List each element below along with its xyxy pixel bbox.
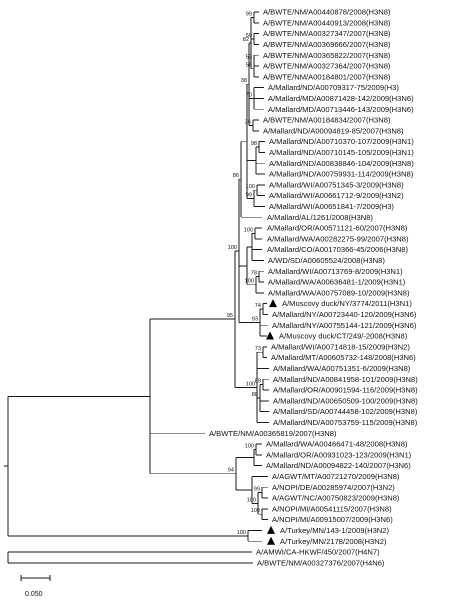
taxon-label: A/Mallard/WI/A00713769-8/2009(H3N1) — [268, 267, 403, 276]
bootstrap-value: 100 — [228, 245, 237, 251]
taxon-label: A/Mallard/OR/A00931023-123/2009(H3N1) — [266, 450, 412, 459]
bootstrap-value: 99 — [246, 192, 252, 198]
taxon-label: A/AGWT/NC/A00750823/2009(H3N8) — [272, 494, 400, 503]
taxon-label: A/NOPI/MI/A00915007/2009(H3N6) — [272, 515, 393, 524]
taxon-label: A/Muscovy duck/NY/3774/2011(H3N1) — [282, 299, 412, 308]
bootstrap-value: 100 — [237, 530, 246, 536]
taxon-label: A/Mallard/WI/A00751345-3/2009(H3N8) — [269, 180, 404, 189]
taxon-label: A/BWTE/NM/A00184801/2007(H3N8) — [263, 72, 391, 81]
taxon-label: A/BWTE/NM/A00369666/2007(H3N8) — [263, 40, 391, 49]
bootstrap-value: 100 — [251, 508, 260, 514]
taxon-label: A/Mallard/ND/A00710145-105/2009(H3N1) — [269, 148, 414, 157]
taxon-label: A/BWTE/NM/A00184834/2007(H3N8) — [263, 116, 391, 125]
bootstrap-value: 38 — [241, 78, 247, 84]
bootstrap-value: 100 — [247, 497, 256, 503]
taxon-label: A/Mallard/ND/A00650509-100/2009(H3N8) — [273, 396, 418, 405]
bootstrap-value: 86 — [233, 173, 239, 179]
taxon-label: A/BWTE/NM/A00365822/2007(H3N8) — [263, 51, 391, 60]
triangle-marker-icon — [266, 331, 274, 340]
scale-bar: 0.050 — [20, 575, 51, 598]
bootstrap-value: 73 — [255, 346, 261, 352]
bootstrap-value: 36 — [245, 119, 251, 125]
bootstrap-value: 53 — [246, 55, 252, 61]
taxon-label: A/Mallard/WI/A00651841-7/2009(H3) — [269, 202, 394, 211]
taxon-label: A/Mallard/MD/A00871428-142/2009(H3N6) — [268, 94, 414, 103]
bootstrap-value: 100 — [245, 443, 254, 449]
taxon-label: A/Mallard/WA/A00466471-48/2008(H3N8) — [266, 440, 408, 449]
taxon-label: A/Mallard/NY/A00755144-121/2009(H3N6) — [272, 321, 417, 330]
taxon-label: A/Mallard/CO/A00170366-45/2006(H3N8) — [267, 245, 408, 254]
bootstrap-value: 50 — [246, 33, 252, 39]
taxon-label: A/Mallard/ND/A00841958-101/2009(H3N8) — [273, 375, 418, 384]
taxon-label: A/NOPI/MI/A00541115/2007(H3N8) — [272, 504, 392, 513]
bootstrap-value: 93 — [252, 317, 258, 323]
triangle-marker-icon — [267, 525, 275, 534]
taxon-label: A/Mallard/ND/A00838846-104/2009(H3N8) — [269, 159, 414, 168]
taxon-label: A/Mallard/WA/A00636481-1/2009(H3N1) — [268, 278, 406, 287]
taxon-label: A/Mallard/ND/A00094819-85/2007(H3N8) — [263, 126, 404, 135]
bootstrap-value: 82 — [243, 37, 249, 43]
taxon-label: A/BWTE/NM/A00327364/2007(H3N8) — [263, 62, 391, 71]
taxon-label: A/Mallard/WA/A00751351-6/2009(H3N8) — [273, 364, 411, 373]
taxon-label: A/Mallard/ND/A00094822-140/2007(H3N6) — [266, 461, 411, 470]
taxon-label: A/Mallard/WI/A00661712-9/2009(H3N2) — [269, 191, 404, 200]
taxon-label: A/Muscovy duck/CT/249/-2008(H3N8) — [279, 332, 408, 341]
bootstrap-value: 100 — [246, 184, 255, 190]
bootstrap-value: 99 — [246, 11, 252, 17]
taxon-label: A/Mallard/WA/A00757089-10/2009(H3N8) — [268, 288, 410, 297]
bootstrap-value: 74 — [255, 303, 261, 309]
taxon-label: A/Mallard/ND/A00759931-114/2009(H3N8) — [269, 170, 414, 179]
bootstrap-value: 100 — [244, 227, 253, 233]
taxon-labels: A/BWTE/NM/A00440878/2008(H3N8)A/BWTE/NM/… — [209, 8, 418, 568]
taxon-label: A/Turkey/MN/2178/2008(H3N2) — [280, 537, 387, 546]
bootstrap-value: 100 — [246, 381, 255, 387]
taxon-label: A/Mallard/WA/A00282275-99/2007(H3N8) — [267, 234, 409, 243]
taxon-label: A/BWTE/NM/A00327347/2007(H3N8) — [263, 29, 391, 38]
bootstrap-value: 70 — [246, 92, 252, 98]
taxon-label: A/AGWT/MT/A00721270/2009(H3N8) — [272, 472, 400, 481]
taxon-label: A/Mallard/ND/A00709317-75/2009(H3) — [268, 83, 399, 92]
taxon-label: A/AMWI/CA-HKWF/450/2007(H4N7) — [256, 548, 380, 557]
taxon-label: A/BWTE/NM/A00365819/2007(H3N8) — [209, 429, 337, 438]
scale-bar-label: 0.050 — [25, 591, 43, 598]
bootstrap-value: 89 — [255, 379, 261, 385]
taxon-label: A/NOPI/DE/A00285974/2007(H3N2) — [272, 483, 395, 492]
tree-branches — [4, 11, 269, 564]
bootstrap-value: 78 — [251, 271, 257, 277]
bootstrap-value: 88 — [252, 392, 258, 398]
taxon-label: A/Mallard/NY/A00723440-120/2009(H3N6) — [272, 310, 417, 319]
taxon-label: A/WD/SD/A00605524/2008(H3N8) — [268, 256, 385, 265]
taxon-label: A/Mallard/OR/A00901594-116/2009(H3N8) — [273, 386, 418, 395]
bootstrap-value: 56 — [246, 63, 252, 69]
taxon-label: A/BWTE/NM/A00440878/2008(H3N8) — [263, 8, 391, 17]
taxon-label: A/Mallard/OR/A00571121-60/2007(H3N8) — [267, 224, 408, 233]
taxon-label: A/Mallard/MD/A00713446-143/2009(H3N6) — [268, 105, 414, 114]
bootstrap-values: 99 50 53 56 82 70 36 38 98 100 99 86 100 78 100 74 93 100… — [227, 11, 261, 535]
triangle-marker-icon — [269, 299, 277, 308]
taxon-label: A/Mallard/ND/A00710370-107/2009(H3N1) — [269, 137, 414, 146]
bootstrap-value: 98 — [251, 141, 257, 147]
bootstrap-value: 94 — [228, 468, 234, 474]
taxon-label: A/BWTE/NM/A00440913/2008(H3N8) — [263, 18, 391, 27]
taxon-label: A/Mallard/WI/A00714818-15/2009(H3N2) — [271, 342, 410, 351]
taxon-label: A/BWTE/NM/A00327376/2007(H4N6) — [257, 558, 385, 567]
triangle-marker-icon — [267, 536, 275, 545]
taxon-label: A/Turkey/MN/143-1/2009(H3N2) — [280, 526, 389, 535]
bootstrap-value: 99 — [254, 487, 260, 493]
taxon-label: A/Mallard/ND/A00753759-115/2009(H3N8) — [273, 418, 418, 427]
taxon-label: A/Mallard/SD/A00744458-102/2009(H3N8) — [273, 407, 418, 416]
bootstrap-value: 95 — [227, 313, 233, 319]
taxon-label: A/Mallard/AL/1261/2008(H3N8) — [267, 213, 373, 222]
taxon-label: A/Mallard/MT/A00605732-148/2008(H3N6) — [271, 353, 416, 362]
bootstrap-value: 100 — [245, 279, 254, 285]
